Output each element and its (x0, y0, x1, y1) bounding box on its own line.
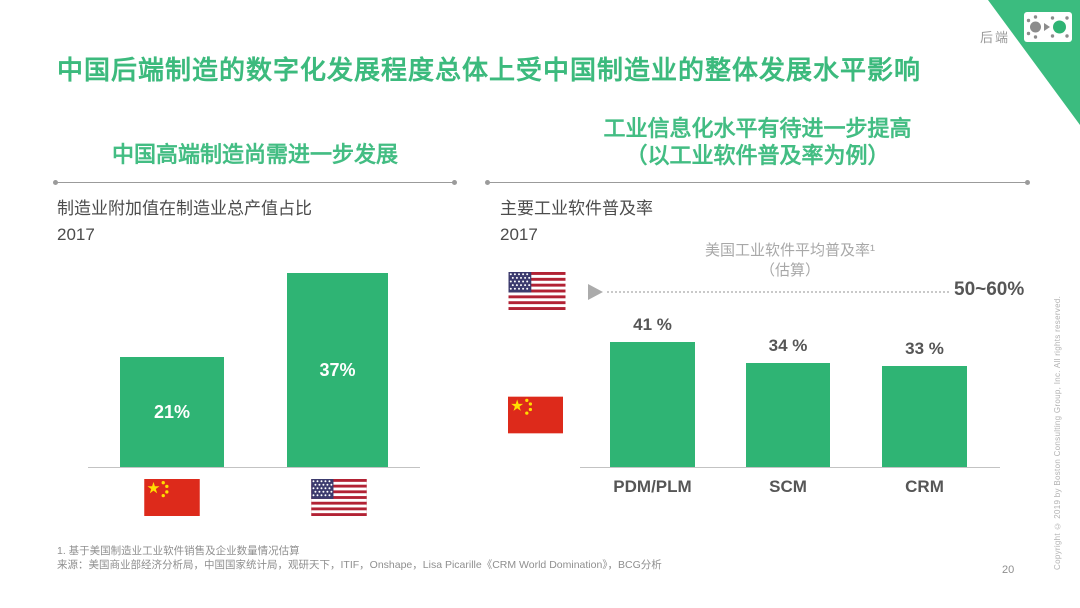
bar-china-value-label: 21% (153, 401, 191, 422)
section-tag: 后端 (979, 30, 1010, 45)
us-average-annotation-line1: 美国工业软件平均普及率¹ (705, 242, 875, 259)
right-section-heading-line2: （以工业软件普及率为例） (625, 143, 890, 168)
divider-endpoint-dot (53, 180, 58, 185)
bar-group-pdm-plm: 41 % (610, 315, 695, 467)
page-title: 中国后端制造的数字化发展程度总体上受中国制造业的整体发展水平影响 (57, 55, 922, 85)
left-section-heading: 中国高端制造尚需进一步发展 (111, 142, 398, 167)
left-divider (53, 180, 457, 185)
right-section-heading-line1: 工业信息化水平有待进一步提高 (603, 116, 912, 141)
bar-crm-value-label: 33 % (905, 339, 944, 358)
backend-machine-icon (1024, 12, 1072, 42)
divider-endpoint-dot (452, 180, 457, 185)
reference-arrow-icon (588, 284, 603, 300)
page-number: 20 (1002, 564, 1015, 576)
right-divider (485, 180, 1030, 185)
usa-flag (508, 272, 566, 310)
us-average-annotation: 美国工业软件平均普及率¹ （估算） (610, 241, 970, 281)
bar-group-crm: 33 % (882, 339, 967, 467)
left-bar-chart: 21% 37% (88, 260, 420, 468)
left-chart-year: 2017 (57, 225, 95, 244)
bar-pdm-plm-value-label: 41 % (633, 315, 672, 334)
axis-label-crm: CRM (905, 477, 944, 496)
bar-pdm-plm (610, 342, 695, 467)
right-chart-year: 2017 (500, 225, 538, 244)
reference-value: 50~60% (954, 279, 1025, 300)
bar-crm (882, 366, 967, 467)
divider-endpoint-dot (1025, 180, 1030, 185)
bar-usa: 37% (287, 273, 388, 467)
usa-flag (311, 479, 367, 516)
right-section-heading: 工业信息化水平有待进一步提高 （以工业软件普及率为例） (487, 115, 1028, 169)
divider-endpoint-dot (485, 180, 490, 185)
reference-dotted-line (607, 291, 949, 293)
axis-label-pdm-plm: PDM/PLM (613, 477, 692, 496)
china-flag (508, 396, 563, 434)
left-chart-title-text: 制造业附加值在制造业总产值占比 (57, 199, 312, 218)
left-chart-title: 制造业附加值在制造业总产值占比 2017 (57, 196, 312, 248)
bar-scm (746, 363, 830, 467)
china-flag (144, 479, 200, 516)
source-line: 来源：美国商业部经济分析局，中国国家统计局，观研天下，ITIF，Onshape，… (57, 559, 662, 571)
us-average-annotation-line2: （估算） (759, 262, 820, 279)
bar-group-scm: 34 % (746, 336, 830, 467)
bar-usa-value-label: 37% (319, 359, 356, 380)
footnotes: 1. 基于美国制造业工业软件销售及企业数量情况估算 来源：美国商业部经济分析局，… (57, 544, 662, 572)
copyright-notice: Copyright © 2019 by Boston Consulting Gr… (1053, 295, 1062, 570)
axis-label-scm: SCM (769, 477, 807, 496)
bar-china: 21% (120, 357, 224, 467)
footnote-1: 1. 基于美国制造业工业软件销售及企业数量情况估算 (57, 545, 300, 557)
right-chart-axis-labels: PDM/PLM SCM CRM (580, 477, 1000, 499)
right-bar-chart: 41 % 34 % 33 % (580, 260, 1000, 468)
right-chart-title-text: 主要工业软件普及率 (500, 199, 653, 218)
bar-scm-value-label: 34 % (768, 336, 808, 355)
right-chart-title: 主要工业软件普及率 2017 (500, 196, 653, 248)
